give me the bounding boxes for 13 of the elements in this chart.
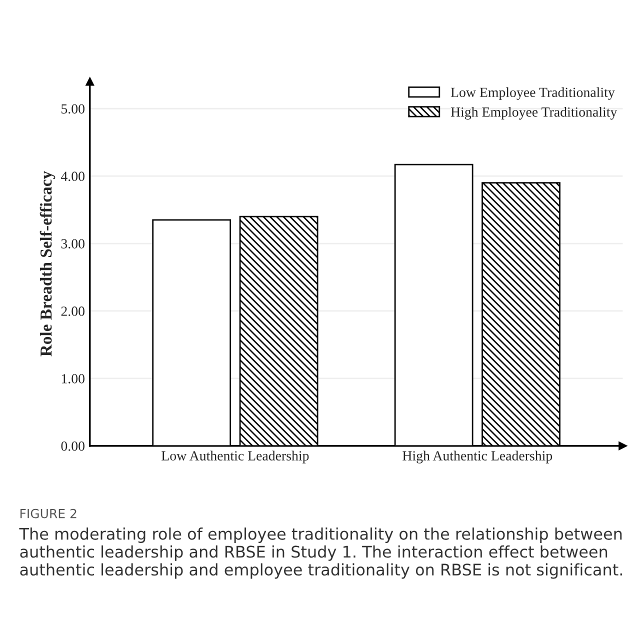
caption: FIGURE 2: [20, 508, 76, 518]
y-tick-label: 4.00: [60, 172, 84, 182]
legend-label: High Employee Traditionality: [450, 106, 618, 120]
y-tick-label: 0.00: [61, 441, 84, 451]
y-tick-label: 1.00: [62, 374, 84, 384]
legend-label: Low Employee Traditionality: [450, 87, 615, 100]
y-tick-label: 3.00: [61, 239, 84, 249]
y-axis-title: Role Breadth Self-efficacy: [40, 171, 56, 356]
text: The moderating role of employee traditionality on the relationship between authentic leadership and RBSE in Study 1. The interaction effect between authentic leadership and employee traditionality on RBSE is not significant.: [19, 528, 622, 579]
x-tick-label: High Authentic Leadership: [402, 450, 552, 464]
y-tick-label: 2.00: [61, 306, 84, 316]
x-tick-label: Low Authentic Leadership: [162, 450, 309, 464]
y-tick-label: 5.00: [62, 104, 84, 114]
